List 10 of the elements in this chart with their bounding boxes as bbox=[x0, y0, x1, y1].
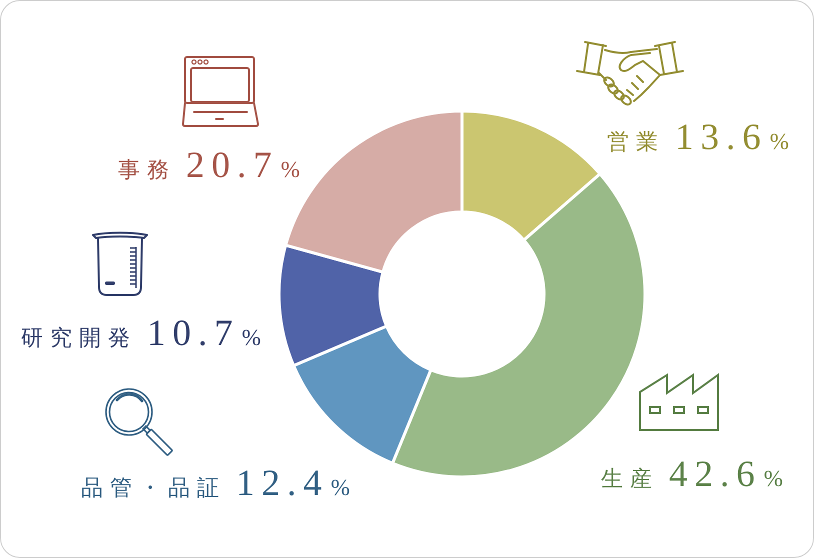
slice-label: 営業 bbox=[607, 129, 665, 154]
data-label: 12.4% bbox=[236, 463, 350, 504]
data-label: 10.7% bbox=[147, 313, 261, 354]
data-label: 42.6% bbox=[669, 454, 783, 495]
data-label: 20.7% bbox=[186, 145, 300, 186]
slice-label: 生産 bbox=[601, 466, 659, 491]
slice-label: 研究開発 bbox=[21, 325, 137, 350]
slice-label: 品管・品証 bbox=[81, 475, 226, 500]
slice-label: 事務 bbox=[118, 157, 176, 182]
data-label: 13.6% bbox=[675, 117, 789, 158]
